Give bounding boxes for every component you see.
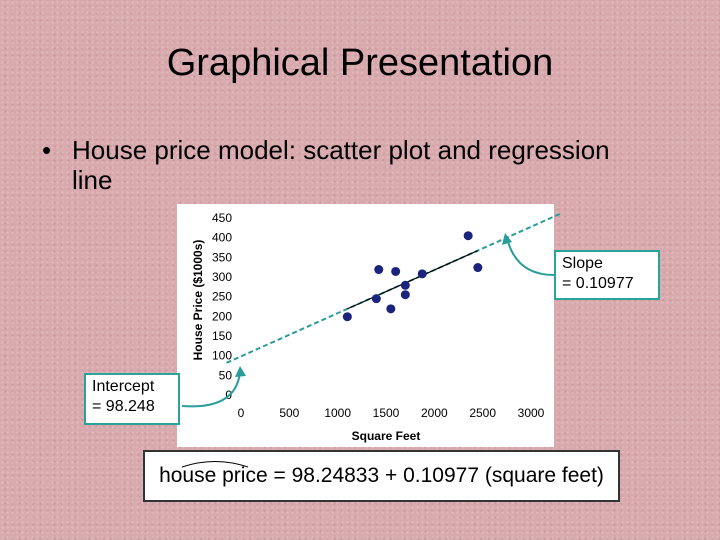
intercept-callout: Intercept = 98.248	[84, 373, 180, 425]
x-tick-label: 3000	[518, 406, 545, 420]
x-tick-label: 2000	[421, 406, 448, 420]
data-point	[400, 280, 410, 290]
x-axis-label: Square Feet	[352, 429, 421, 443]
regression-equation-box: house price = 98.24833 + 0.10977 (square…	[143, 450, 620, 502]
x-tick-label: 1000	[324, 406, 351, 420]
y-tick-label: 450	[212, 211, 232, 225]
x-tick-label: 500	[279, 406, 299, 420]
data-point	[374, 265, 384, 275]
y-tick-label: 200	[212, 309, 232, 323]
x-tick-label: 1500	[373, 406, 400, 420]
slope-callout: Slope = 0.10977	[554, 250, 660, 300]
data-point	[400, 290, 410, 300]
intercept-value: = 98.248	[92, 398, 155, 415]
y-axis-label: House Price ($1000s)	[191, 240, 205, 361]
data-point	[473, 263, 483, 273]
intercept-arrow	[181, 371, 241, 408]
data-point	[391, 266, 401, 276]
bullet-text: House price model: scatter plot and regr…	[72, 135, 610, 195]
slope-arrowhead	[502, 233, 512, 245]
x-tick-label: 0	[238, 406, 245, 420]
y-tick-label: 350	[212, 250, 232, 264]
data-point	[463, 231, 473, 241]
y-tick-label: 50	[219, 368, 233, 382]
regression-equation: house price = 98.24833 + 0.10977 (square…	[159, 464, 604, 487]
y-tick-label: 300	[212, 270, 232, 284]
y-tick-label: 150	[212, 329, 232, 343]
slope-label: Slope	[562, 255, 603, 272]
hat-symbol	[181, 461, 249, 468]
slope-arrow	[506, 237, 555, 276]
data-point	[417, 269, 427, 279]
intercept-label: Intercept	[92, 378, 155, 395]
slide-title: Graphical Presentation	[166, 42, 554, 84]
y-tick-label: 250	[212, 290, 232, 304]
data-point	[371, 294, 381, 304]
data-point	[386, 304, 396, 314]
data-point	[342, 312, 352, 322]
intercept-arrowhead	[235, 366, 246, 377]
y-tick-label: 400	[212, 231, 232, 245]
y-tick-label: 100	[212, 349, 232, 363]
bullet-marker: •	[42, 135, 52, 165]
slope-value: = 0.10977	[562, 275, 634, 292]
x-tick-label: 2500	[469, 406, 496, 420]
regression-line	[347, 250, 479, 310]
